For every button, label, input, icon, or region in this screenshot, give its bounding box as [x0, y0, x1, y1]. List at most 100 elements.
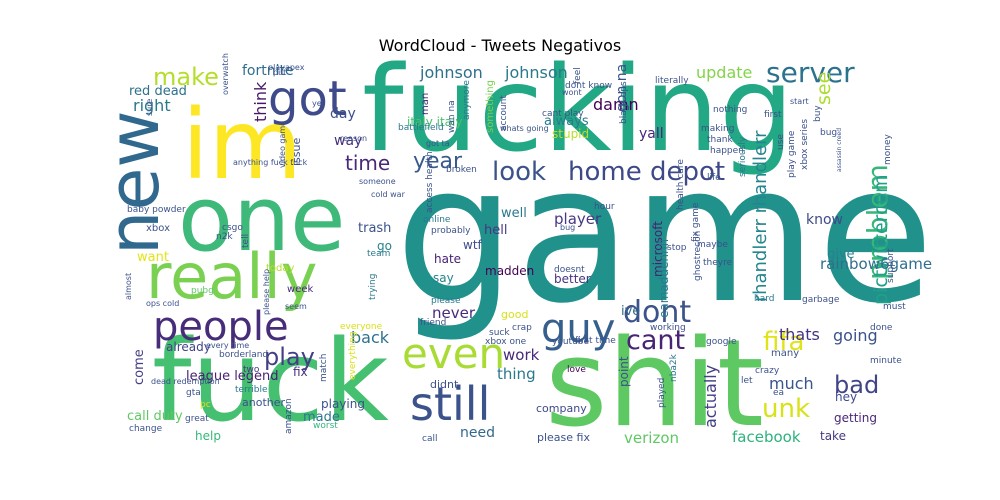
word-hard-124: hard [754, 294, 774, 304]
word-match-111: match [319, 354, 329, 382]
word-borderland-116: borderland [219, 350, 268, 360]
word-ops-cold-186: ops cold [146, 299, 179, 308]
word-xbox-99: xbox [146, 223, 170, 234]
word-theyre-146: theyre [703, 258, 733, 268]
word-stop-147: stop [667, 243, 687, 253]
word-playapex-179: playapex [268, 63, 305, 72]
word-make-19: make [153, 63, 219, 91]
word-terrible-115: terrible [235, 385, 268, 395]
word-great-108: great [185, 414, 209, 424]
word-hate-77: hate [434, 252, 461, 266]
word-something-90: something [485, 80, 496, 133]
word-stupid-53: stupid [552, 127, 589, 141]
word-anymore-153: anymore [462, 80, 472, 120]
word-account-154: account [499, 95, 509, 131]
word-fix-72: fix [293, 365, 308, 379]
word-done-122: done [870, 323, 893, 333]
word-verizon-40: verizon [624, 429, 679, 447]
word-year-24: year [413, 149, 463, 174]
chart-title: WordCloud - Tweets Negativos [378, 36, 622, 55]
word-made-70: made [303, 410, 340, 425]
word-bug-167: bug [820, 128, 837, 138]
word-feel-156: feel [573, 67, 583, 84]
word-literally-159: literally [655, 76, 689, 86]
word-need-61: need [460, 425, 495, 441]
word-please-help-185: please help [262, 269, 271, 315]
word-worst-110: worst [313, 421, 338, 431]
word-pubg-93: pubg [191, 286, 214, 296]
word-use-164: use [776, 134, 786, 150]
word-shit-2: shit [545, 315, 764, 454]
word-game-0: game [395, 124, 934, 345]
word-still-9: still [410, 377, 490, 431]
word-let-127: let [741, 376, 753, 386]
word-amazon-112: amazon [284, 398, 294, 434]
word-support-170: support [886, 248, 896, 283]
word-madden-78: madden [485, 264, 534, 278]
word-love-94: love [567, 365, 586, 375]
word-youtube-132: youtube [552, 337, 589, 347]
word-rainbow6game-58: rainbow6game [820, 255, 932, 273]
word-please-fix-67: please fix [537, 431, 590, 444]
word-italy-italy-87: italy italy [407, 115, 462, 129]
word-server-18: server [766, 56, 855, 89]
word-playing-71: playing [321, 397, 365, 411]
word-much-37: much [769, 374, 814, 393]
word-anything-fuck-fuck-182: anything fuck fuck [233, 158, 308, 167]
word-doesnt-143: doesnt [554, 265, 585, 275]
word-time-25: time [345, 151, 390, 175]
word-health-care-149: health care [676, 159, 686, 210]
word-work-42: work [503, 346, 540, 364]
word-must-123: must [883, 302, 906, 312]
word-already-74: already [166, 340, 211, 354]
word-baby-powder-103: baby powder [127, 205, 186, 215]
word-facebook-39: facebook [732, 428, 801, 446]
word-thank-162: thank [707, 135, 733, 145]
word-maybe-144: maybe [697, 240, 728, 250]
word-call-139: call [422, 434, 437, 444]
word-see-27: see [813, 72, 835, 105]
word-xbox-series-169: xbox series [800, 119, 810, 170]
word-back-41: back [351, 328, 390, 347]
word-wan-na-152: wan na [447, 100, 457, 133]
word-microsoft-56: microsoft [651, 221, 665, 277]
word-johnson-30: johnson [504, 63, 568, 82]
word-wont-191: wont [562, 88, 582, 97]
word-johnson-29: johnson [419, 63, 483, 82]
word-almost-189: almost [124, 273, 133, 300]
word-fuck-3: fuck [152, 317, 389, 447]
word-many-120: many [771, 348, 799, 359]
word-bad-22: bad [834, 371, 879, 399]
word-every-time-187: every time [206, 341, 249, 350]
word-fucking-1: fucking [362, 40, 794, 178]
word-crap-136: crap [512, 323, 532, 333]
word-someone-175: someone [359, 177, 396, 186]
word-black-ops-158: black ops [619, 81, 629, 124]
word-money-168: money [883, 133, 893, 165]
word-seem-184: seem [285, 302, 307, 311]
word-cold-war-176: cold war [371, 190, 406, 199]
word-yall-50: yall [639, 126, 664, 142]
word-trying-118: trying [368, 274, 378, 300]
word-life-148: life [707, 173, 721, 183]
word-suck-135: suck [489, 328, 510, 338]
word-take-66: take [820, 429, 846, 443]
word-got-ta-173: got ta [426, 139, 450, 148]
word-got-8: got [268, 71, 347, 127]
word-everything-114: everything [348, 331, 358, 380]
word-n2k-101: n2k [216, 232, 233, 242]
word-better-80: better [554, 272, 591, 286]
word-csgo-100: csgo [222, 223, 243, 233]
word-go-83: go [377, 239, 392, 253]
word-start-190: start [790, 97, 809, 106]
word-nothing-160: nothing [713, 105, 747, 115]
word-think-33: think [251, 81, 270, 122]
word-broken-151: broken [446, 165, 477, 175]
word-even-10: even [402, 329, 505, 378]
word-two-106: two [243, 365, 260, 375]
word-first-165: first [764, 110, 782, 120]
word-ive-84: ive [621, 304, 640, 319]
word-happen-163: happen [710, 146, 744, 156]
word-fifa-20: fifa [763, 327, 804, 357]
